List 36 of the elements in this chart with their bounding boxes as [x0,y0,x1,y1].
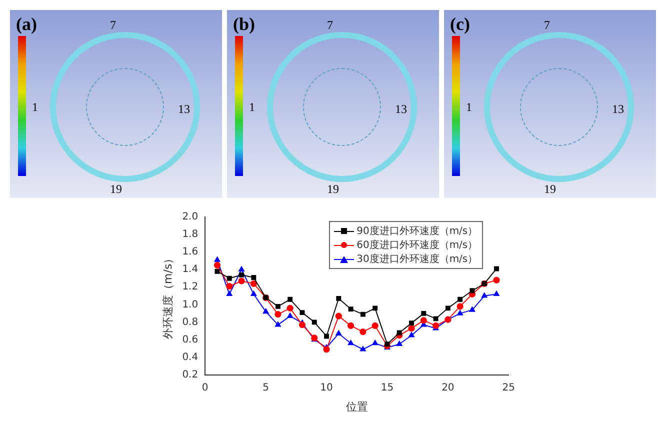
x-tick-label: 25 [502,382,516,394]
x-tick-label: 0 [202,382,208,394]
y-tick-label: 1.6 [182,246,198,258]
text: 13 [612,102,624,116]
y-axis-title: 外环速度（m/s） [161,252,174,339]
y-tick-label: 2.0 [182,212,198,223]
text: 7 [544,18,550,32]
x-tick-label: 10 [320,382,333,394]
text: 13 [178,102,190,116]
x-tick-label: 5 [262,382,269,394]
y-tick-label: 1.0 [182,299,198,310]
y-tick-label: 1.4 [182,264,198,276]
x-tick-label: 15 [380,382,394,394]
text: 1 [466,100,472,114]
text: 19 [327,182,339,197]
legend-label: 90度进口外环速度（m/s） [356,224,478,238]
text: 1 [249,100,255,115]
text: 1 [32,100,38,114]
text: 19 [110,182,122,196]
y-tick-label: 0.4 [182,352,198,363]
text: (c) [450,14,470,35]
legend-label: 30度进口外环速度（m/s） [356,252,478,266]
text: (b) [233,14,255,35]
text: (a) [16,14,37,35]
text: 7 [327,18,333,33]
x-tick-label: 20 [442,382,454,394]
y-tick-label: 0.6 [182,334,198,346]
x-axis-title: 位置 [346,400,368,414]
y-tick-label: 0.2 [182,369,198,380]
y-tick-label: 1.2 [182,282,198,293]
y-tick-label: 1.8 [182,229,198,240]
y-tick-label: 0.8 [182,316,198,328]
text: 19 [544,182,556,196]
text: 13 [395,102,407,117]
text: 7 [110,18,116,32]
legend-label: 60度进口外环速度（m/s） [356,238,478,252]
